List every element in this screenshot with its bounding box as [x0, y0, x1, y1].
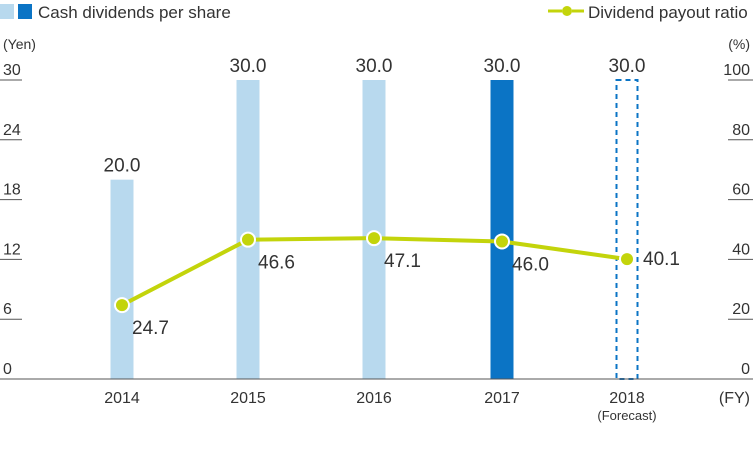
payout-ratio-point — [494, 233, 510, 250]
x-tick-label: 2014 — [104, 390, 140, 407]
right-axis-ticks: 0 20 40 60 80 100 — [723, 62, 753, 378]
x-axis-unit: (FY) — [719, 390, 750, 407]
payout-ratio-label: 24.7 — [132, 318, 169, 339]
bar-value-label: 30.0 — [609, 56, 646, 77]
payout-ratio-point — [114, 297, 130, 314]
bar-value-label: 30.0 — [484, 56, 521, 77]
bar-value-label: 30.0 — [230, 56, 267, 77]
legend-swatch-dark — [18, 4, 32, 19]
right-tick-label: 100 — [723, 62, 750, 79]
bar — [362, 80, 386, 379]
payout-ratio-point — [619, 251, 635, 268]
left-tick-label: 24 — [3, 122, 21, 139]
bar — [110, 179, 134, 379]
x-tick-label: 2015 — [230, 390, 266, 407]
right-tick-label: 20 — [732, 301, 750, 318]
x-tick-label: 2016 — [356, 390, 392, 407]
payout-ratio-label: 46.0 — [512, 254, 549, 275]
left-tick-label: 30 — [3, 62, 21, 79]
legend: Cash dividends per share Dividend payout… — [0, 3, 748, 22]
left-axis-unit: (Yen) — [3, 36, 36, 52]
bar — [490, 80, 514, 379]
right-tick-label: 80 — [732, 122, 750, 139]
right-tick-label: 40 — [732, 241, 750, 258]
right-tick-label: 0 — [741, 361, 750, 378]
left-axis-ticks: 0 6 12 18 24 30 — [0, 62, 22, 378]
right-axis-unit: (%) — [728, 36, 750, 52]
legend-bar-label: Cash dividends per share — [38, 3, 231, 22]
payout-ratio-label: 47.1 — [384, 251, 421, 272]
payout-ratio-point — [366, 230, 382, 247]
right-tick-label: 60 — [732, 182, 750, 199]
bar-forecast — [615, 79, 639, 380]
bar — [236, 80, 260, 379]
bar-value-label: 30.0 — [356, 56, 393, 77]
payout-ratio-label: 40.1 — [643, 249, 680, 270]
left-tick-label: 0 — [3, 361, 12, 378]
left-tick-label: 6 — [3, 301, 12, 318]
x-axis-labels: 2014 2015 2016 2017 2018(Forecast) — [104, 390, 656, 423]
legend-line-marker — [562, 6, 572, 16]
bar-value-label: 20.0 — [104, 156, 141, 177]
x-tick-label: 2017 — [484, 390, 520, 407]
payout-ratio-label: 46.6 — [258, 253, 295, 274]
legend-line-label: Dividend payout ratio — [588, 3, 748, 22]
payout-ratio-series: 24.7 46.6 47.1 46.0 40.1 — [114, 230, 680, 339]
left-tick-label: 12 — [3, 241, 21, 258]
x-tick-label: 2018 — [609, 390, 645, 407]
x-tick-note: (Forecast) — [597, 408, 656, 423]
bar-series: 20.0 30.0 30.0 30.0 30.0 — [104, 56, 646, 380]
payout-ratio-point — [240, 231, 256, 248]
left-tick-label: 18 — [3, 182, 21, 199]
legend-swatch-light — [0, 4, 14, 19]
